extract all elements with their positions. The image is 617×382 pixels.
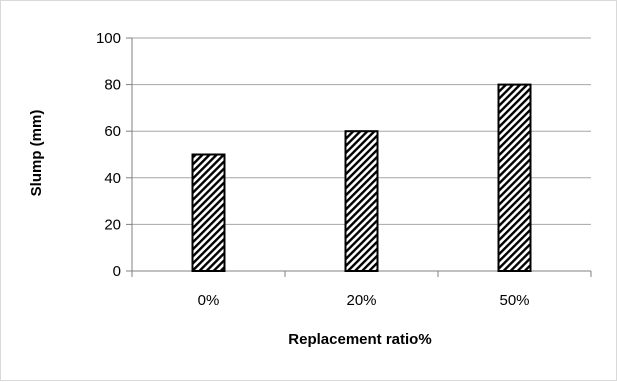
y-tick-label: 100 — [96, 30, 121, 47]
y-tick-label: 20 — [104, 216, 121, 233]
y-tick-label: 80 — [104, 77, 121, 94]
x-axis-title: Replacement ratio% — [288, 331, 431, 348]
x-tick-label: 0% — [198, 292, 220, 309]
bar-0pct — [191, 153, 226, 272]
x-tick-labels: 0% 20% 50% — [198, 292, 530, 309]
y-tick-label: 60 — [104, 123, 121, 140]
x-tick-label: 50% — [499, 292, 529, 309]
x-tick-label: 20% — [346, 292, 376, 309]
bar-50pct — [497, 83, 532, 272]
y-tick-label: 0 — [113, 263, 121, 280]
bar-20pct — [344, 130, 379, 272]
y-axis-title: Slump (mm) — [28, 110, 45, 197]
y-tick-label: 40 — [104, 170, 121, 187]
bars — [191, 83, 532, 272]
y-tick-labels: 0 20 40 60 80 100 — [96, 30, 121, 280]
